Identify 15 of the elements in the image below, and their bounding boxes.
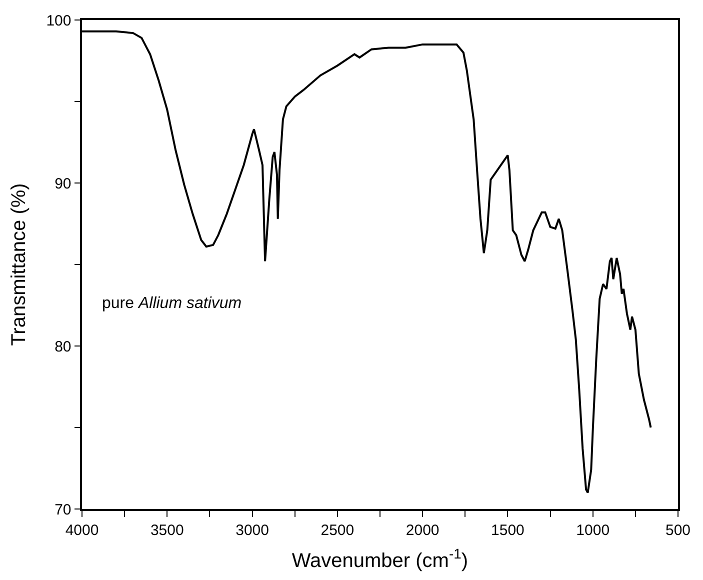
x-tick-label: 3000	[236, 522, 269, 539]
x-axis-title: Wavenumber (cm$^{-1}$)	[292, 545, 468, 572]
y-tick-label: 100	[46, 12, 72, 30]
x-tick-label: 2000	[406, 522, 440, 539]
y-tick-label: 90	[54, 175, 72, 192]
y-tick-label: 70	[54, 501, 72, 518]
x-tick-label: 3500	[150, 522, 184, 539]
x-tick-label: 500	[665, 522, 691, 539]
annotation: pure Allium sativum	[102, 295, 242, 312]
x-tick-label: 2500	[320, 522, 354, 539]
x-tick-label: 1500	[491, 522, 524, 539]
x-tick-label: 4000	[65, 522, 99, 539]
y-tick-label: 80	[54, 338, 72, 356]
x-tick-label: 1000	[576, 522, 610, 539]
y-axis-title: Transmittance (%)	[8, 183, 30, 346]
